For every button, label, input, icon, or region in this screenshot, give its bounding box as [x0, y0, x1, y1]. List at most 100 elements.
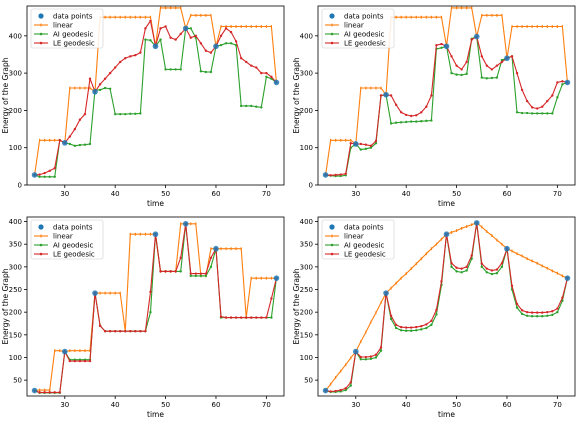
- series-point-le-geodesic: [369, 144, 373, 148]
- series-point-le-geodesic: [199, 42, 203, 45]
- series-point-ai-geodesic: [404, 120, 408, 124]
- series-point-le-geodesic: [194, 34, 198, 38]
- series-point-ai-geodesic: [389, 122, 393, 125]
- series-point-linear: [536, 261, 538, 265]
- series-point-le-geodesic: [164, 270, 167, 273]
- series-point-le-geodesic: [108, 71, 112, 75]
- series-point-ai-geodesic: [495, 271, 499, 275]
- series-point-le-geodesic: [255, 316, 258, 319]
- series-point-le-geodesic: [265, 316, 268, 319]
- series-point-ai-geodesic: [344, 388, 347, 392]
- series-point-linear: [84, 86, 86, 90]
- series-point-linear: [395, 15, 397, 19]
- series-point-le-geodesic: [113, 66, 117, 69]
- series-point-ai-geodesic: [98, 88, 102, 92]
- series-point-le-geodesic: [144, 329, 147, 333]
- series-point-linear: [405, 15, 407, 19]
- data-point-marker: [322, 172, 329, 178]
- data-point-marker: [443, 231, 450, 238]
- series-point-linear: [255, 25, 257, 28]
- series-point-le-geodesic: [219, 34, 223, 38]
- series-point-le-geodesic: [485, 267, 489, 270]
- series-point-linear: [190, 13, 192, 17]
- series-point-linear: [329, 382, 332, 386]
- series-point-le-geodesic: [430, 94, 433, 97]
- series-point-linear: [74, 349, 76, 353]
- series-point-linear: [220, 25, 222, 28]
- series-point-ai-geodesic: [379, 349, 383, 352]
- series-point-ai-geodesic: [119, 112, 122, 116]
- series-point-le-geodesic: [530, 311, 534, 314]
- data-point-marker: [383, 290, 389, 296]
- series-point-linear: [561, 274, 564, 278]
- legend-swatch-data-points: [329, 224, 335, 230]
- series-point-le-geodesic: [260, 316, 263, 319]
- chart-panel-bottom-left: 30 40 50 60 70 50 100 150 200 250 300 350 400 time Ene…: [1, 216, 285, 419]
- series-point-ai-geodesic: [364, 358, 368, 361]
- series-point-linear: [450, 6, 453, 10]
- x-tick-label: 50: [452, 190, 461, 198]
- series-point-le-geodesic: [530, 106, 534, 109]
- series-point-le-geodesic: [139, 329, 142, 333]
- data-point-marker: [443, 43, 450, 50]
- series-point-ai-geodesic: [404, 329, 408, 332]
- series-point-linear: [170, 6, 172, 10]
- series-point-le-geodesic: [179, 32, 182, 36]
- series-point-linear: [180, 222, 182, 226]
- x-tick-label: 60: [503, 401, 512, 409]
- series-point-ai-geodesic: [450, 265, 453, 269]
- y-axis-label: Energy of the Graph: [292, 268, 301, 344]
- series-point-le-geodesic: [536, 311, 539, 314]
- series-point-le-geodesic: [239, 57, 243, 60]
- y-tick-label: 200: [9, 309, 22, 317]
- series-point-linear: [471, 6, 473, 10]
- series-point-linear: [104, 291, 106, 295]
- y-tick-label: 100: [9, 144, 22, 152]
- series-point-le-geodesic: [179, 256, 182, 259]
- series-point-le-geodesic: [224, 27, 228, 30]
- data-point-marker: [352, 141, 359, 147]
- series-point-le-geodesic: [495, 64, 499, 67]
- series-point-linear: [59, 349, 61, 353]
- series-line-le-geodesic: [325, 35, 568, 176]
- series-point-linear: [365, 86, 367, 90]
- series-point-ai-geodesic: [194, 274, 198, 278]
- legend-frame: [321, 8, 395, 49]
- series-point-le-geodesic: [129, 329, 132, 333]
- series-point-le-geodesic: [174, 38, 177, 41]
- series-point-le-geodesic: [88, 77, 92, 80]
- series-point-le-geodesic: [204, 49, 208, 52]
- series-point-le-geodesic: [379, 94, 383, 97]
- plot-area-frame: [317, 5, 576, 186]
- series-point-le-geodesic: [78, 118, 82, 121]
- series-point-linear: [270, 276, 273, 280]
- series-point-linear: [516, 252, 518, 256]
- series-point-linear: [164, 6, 167, 10]
- series-point-ai-geodesic: [480, 265, 483, 269]
- series-point-linear: [466, 6, 468, 10]
- series-point-ai-geodesic: [255, 105, 258, 108]
- series-point-ai-geodesic: [525, 314, 529, 317]
- series-point-linear: [255, 276, 257, 280]
- series-point-le-geodesic: [344, 387, 347, 390]
- series-point-ai-geodesic: [149, 310, 152, 314]
- legend-entry-label: AI geodesic: [344, 242, 384, 250]
- series-point-ai-geodesic: [38, 175, 41, 178]
- x-tick-label: 70: [262, 401, 271, 409]
- series-point-le-geodesic: [270, 75, 273, 79]
- series-point-linear: [440, 237, 443, 241]
- series-point-le-geodesic: [250, 316, 253, 319]
- series-point-ai-geodesic: [420, 120, 423, 123]
- series-point-linear: [225, 25, 227, 28]
- y-tick-label: 400: [300, 32, 313, 40]
- series-point-linear: [38, 388, 41, 392]
- series-point-le-geodesic: [194, 272, 198, 275]
- series-point-linear: [270, 25, 273, 28]
- series-point-le-geodesic: [68, 135, 72, 138]
- x-axis-label: time: [438, 199, 455, 208]
- series-point-le-geodesic: [58, 391, 61, 394]
- series-point-ai-geodesic: [199, 274, 203, 278]
- series-point-ai-geodesic: [43, 175, 46, 178]
- series-point-linear: [450, 231, 453, 234]
- series-point-le-geodesic: [440, 42, 443, 46]
